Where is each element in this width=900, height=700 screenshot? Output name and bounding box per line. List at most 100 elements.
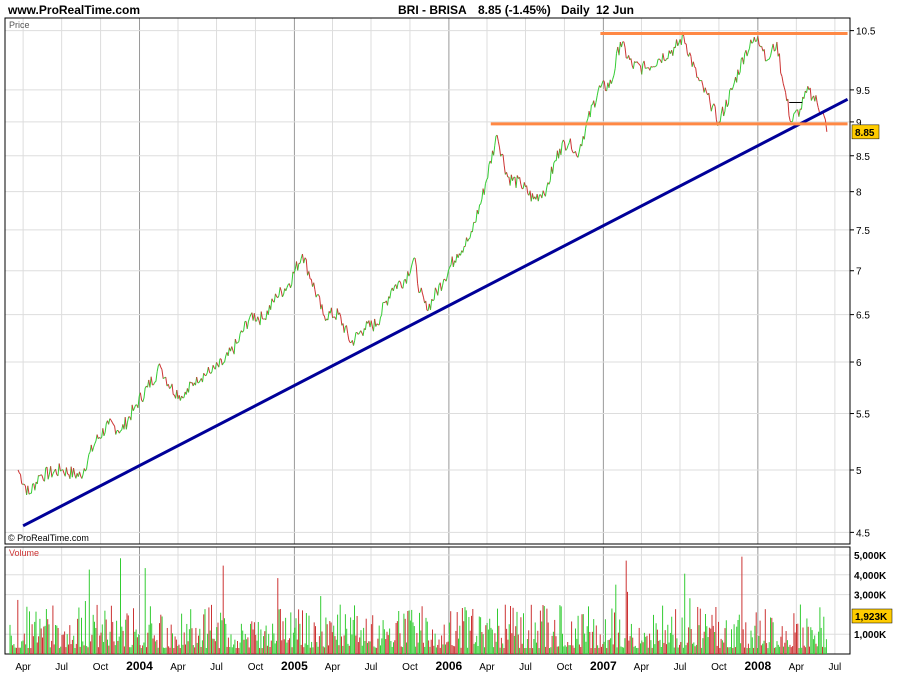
price-segment bbox=[360, 330, 363, 333]
price-segment bbox=[641, 63, 644, 75]
price-segment bbox=[86, 460, 89, 470]
price-segment bbox=[449, 264, 452, 268]
price-segment bbox=[806, 86, 809, 93]
y-tick-label: 8 bbox=[856, 188, 862, 199]
price-segment bbox=[46, 466, 49, 480]
price-segment bbox=[353, 340, 356, 346]
price-segment bbox=[541, 190, 544, 199]
price-segment bbox=[496, 135, 499, 142]
x-tick-label: 2006 bbox=[436, 659, 463, 673]
price-segment bbox=[512, 177, 515, 181]
price-segment bbox=[108, 418, 111, 425]
last-price-badge-box bbox=[851, 124, 880, 140]
price-segment bbox=[650, 66, 653, 68]
price-segment bbox=[212, 364, 215, 368]
price-panel: Price © ProRealTime.com 4.5 5 5.5 6 6.5 7 7.5 8… bbox=[4, 17, 880, 545]
price-segment bbox=[161, 369, 164, 379]
price-segment bbox=[724, 99, 727, 112]
price-segment bbox=[571, 149, 574, 153]
price-segment bbox=[781, 76, 784, 84]
price-segment bbox=[467, 238, 470, 242]
price-segment bbox=[788, 115, 791, 122]
last-volume-badge: 1,923K bbox=[851, 608, 893, 624]
price-segment bbox=[417, 283, 420, 293]
price-segment bbox=[583, 128, 587, 140]
price-segment bbox=[506, 172, 509, 178]
x-tick-label: Oct bbox=[248, 662, 264, 673]
x-tick-label: Oct bbox=[711, 662, 727, 673]
price-segment bbox=[227, 347, 230, 357]
price-segment bbox=[594, 102, 597, 108]
price-segment bbox=[310, 279, 314, 287]
price-segment bbox=[327, 311, 330, 321]
price-segment bbox=[546, 182, 549, 189]
price-segment bbox=[330, 307, 334, 318]
volume-tick-label: 4,000K bbox=[854, 571, 887, 582]
y-tick-label: 9 bbox=[856, 118, 862, 129]
price-segment bbox=[758, 44, 761, 48]
price-segment bbox=[690, 56, 693, 67]
price-segment bbox=[109, 418, 112, 421]
price-segment bbox=[773, 49, 776, 52]
price-segment bbox=[406, 271, 409, 284]
price-segment bbox=[623, 41, 626, 48]
price-segment bbox=[526, 185, 529, 194]
price-segment bbox=[501, 153, 504, 156]
price-segment bbox=[114, 426, 117, 435]
site-title[interactable]: www.ProRealTime.com bbox=[7, 3, 140, 17]
price-segment bbox=[173, 394, 175, 396]
x-tick-label: Apr bbox=[479, 662, 495, 673]
price-segment bbox=[27, 485, 30, 495]
price-segment bbox=[503, 165, 506, 175]
price-segment bbox=[81, 474, 84, 479]
price-segment bbox=[30, 483, 34, 494]
price-segment bbox=[277, 295, 280, 299]
price-segment bbox=[749, 39, 752, 49]
price-segment bbox=[171, 383, 174, 395]
price-segment bbox=[695, 68, 698, 78]
price-segment bbox=[211, 365, 214, 373]
price-segment bbox=[291, 271, 294, 285]
price-segment bbox=[130, 404, 133, 421]
price-segment bbox=[542, 190, 545, 195]
price-segment bbox=[299, 258, 302, 264]
price-segment bbox=[793, 112, 796, 115]
x-tick-label: Oct bbox=[402, 662, 418, 673]
price-segment bbox=[685, 43, 688, 54]
price-segment bbox=[283, 288, 286, 295]
price-segment bbox=[433, 287, 436, 300]
price-segment bbox=[65, 467, 69, 475]
price-segment bbox=[704, 87, 707, 93]
price-segment bbox=[137, 396, 140, 409]
price-segment bbox=[589, 104, 592, 118]
price-segment bbox=[321, 304, 324, 315]
price-segment bbox=[408, 273, 411, 277]
price-segment bbox=[162, 377, 165, 380]
x-tick-label: Jul bbox=[210, 662, 223, 673]
price-segment bbox=[672, 47, 675, 56]
price-segment bbox=[415, 266, 419, 284]
price-segment bbox=[156, 365, 159, 372]
price-segment bbox=[562, 139, 565, 143]
price-segment bbox=[618, 41, 621, 56]
symbol-label: BRI - BRISA bbox=[398, 3, 467, 17]
price-segment bbox=[62, 469, 65, 474]
price-segment bbox=[798, 108, 801, 117]
price-segment bbox=[21, 483, 24, 485]
price-segment bbox=[50, 466, 53, 478]
price-segment bbox=[304, 257, 307, 260]
x-tick-label: Oct bbox=[93, 662, 109, 673]
price-segment bbox=[601, 80, 604, 85]
price-segment bbox=[336, 308, 339, 315]
price-segment bbox=[785, 92, 788, 101]
price-segment bbox=[484, 179, 488, 184]
price-segment bbox=[677, 42, 680, 47]
price-segment bbox=[242, 330, 245, 333]
price-segment bbox=[743, 53, 746, 65]
y-tick-label: 9.5 bbox=[856, 86, 870, 97]
price-segment bbox=[516, 175, 519, 179]
volume-tick-label: 3,000K bbox=[854, 591, 887, 602]
price-segment bbox=[303, 257, 306, 264]
y-tick-label: 7.5 bbox=[856, 226, 870, 237]
price-segment bbox=[189, 381, 192, 384]
